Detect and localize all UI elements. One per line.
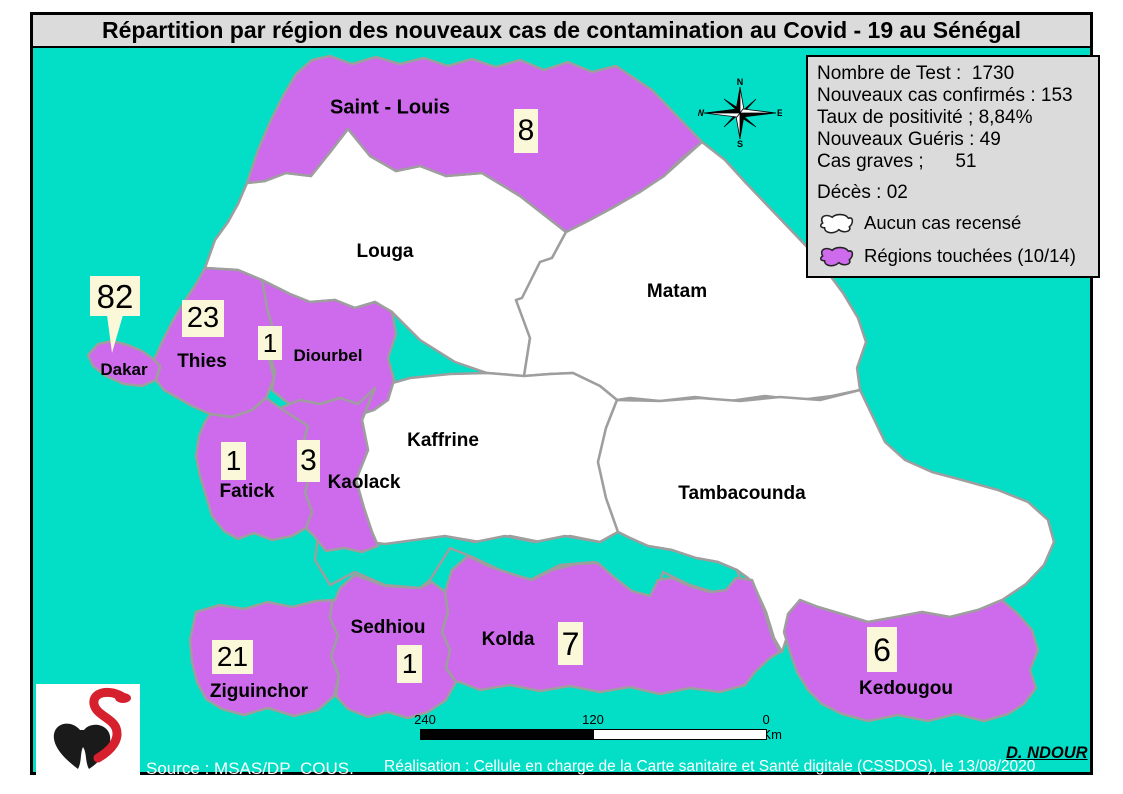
region-label-kolda: Kolda	[481, 629, 535, 650]
legend-touched-label: Régions touchées (10/14)	[864, 244, 1076, 266]
region-shape-sedhiou	[328, 573, 458, 720]
legend-no-case-label: Aucun cas recensé	[864, 211, 1022, 233]
realisation-text: Réalisation : Cellule en charge de la Ca…	[384, 758, 1036, 775]
region-label-kaolack: Kaolack	[327, 472, 401, 493]
compass-rose-icon: N S E W	[698, 78, 782, 148]
region-label-diourbel: Diourbel	[293, 346, 363, 365]
compass-east-label: E	[777, 108, 782, 118]
region-shape-kaolack	[278, 386, 380, 554]
region-shape-kedougou	[782, 598, 1040, 723]
title-bar: Répartition par région des nouveaux cas …	[33, 15, 1090, 48]
region-shape-diourbel	[260, 278, 398, 418]
touched-swatch-icon	[820, 246, 854, 266]
region-label-ziguinchor: Ziguinchor	[209, 681, 309, 702]
case-badge-diourbel: 1	[258, 326, 282, 360]
region-label-matam: Matam	[646, 281, 708, 302]
case-badge-thies: 23	[182, 300, 224, 337]
logo-box	[36, 684, 140, 776]
case-badge-sedhiou: 1	[397, 645, 422, 683]
region-label-saint-louis: Saint - Louis	[330, 96, 450, 119]
region-shape-saint-louis	[245, 54, 704, 234]
region-label-sedhiou: Sedhiou	[350, 617, 426, 638]
legend-touched: Régions touchées (10/14)	[817, 241, 1098, 270]
stats-panel: Nombre de Test : 1730 Nouveaux cas confi…	[806, 55, 1100, 278]
case-badge-kedougou: 6	[867, 627, 897, 672]
case-badge-kolda: 7	[558, 622, 583, 665]
page-title: Répartition par région des nouveaux cas …	[102, 17, 1021, 43]
compass-west-label: W	[698, 108, 705, 118]
scale-bar-right-segment	[593, 729, 767, 740]
scale-120-label: 120	[582, 712, 604, 727]
region-label-louga: Louga	[356, 241, 414, 262]
author-signature: D. NDOUR	[1006, 744, 1088, 762]
stat-deaths: Décès : 02	[817, 182, 908, 203]
region-label-tambacounda: Tambacounda	[678, 483, 806, 504]
case-badge-fatick: 1	[221, 442, 246, 480]
region-shape-kolda	[440, 554, 782, 696]
health-ministry-logo-icon	[53, 687, 131, 769]
region-shape-fatick	[194, 396, 314, 542]
stat-tests: Nombre de Test : 1730	[817, 63, 1015, 84]
dakar-callout-tail	[107, 315, 123, 353]
scale-bar: 240 120 0 Km	[400, 712, 800, 744]
compass-south-label: S	[737, 139, 743, 148]
stat-positivity: Taux de positivité ; 8,84%	[817, 107, 1033, 128]
case-badge-ziguinchor: 21	[212, 640, 253, 674]
stat-new-cases: Nouveaux cas confirmés : 153	[817, 85, 1073, 106]
source-text: Source : MSAS/DP_COUS.	[146, 759, 354, 778]
region-label-thies: Thies	[177, 351, 227, 372]
case-badge-kaolack: 3	[297, 440, 320, 482]
region-shape-kaffrine	[354, 371, 620, 548]
scale-0km-label: 0 Km	[762, 712, 783, 742]
case-badge-saint-louis: 8	[514, 109, 538, 153]
region-shape-thies	[152, 266, 276, 419]
scale-240-label: 240	[414, 712, 436, 727]
region-label-kedougou: Kedougou	[859, 678, 953, 699]
region-label-dakar: Dakar	[100, 360, 148, 379]
region-label-fatick: Fatick	[219, 481, 275, 502]
stat-recovered: Nouveaux Guéris : 49	[817, 129, 1001, 150]
compass-north-label: N	[737, 78, 744, 87]
legend-no-case: Aucun cas recensé	[817, 208, 1098, 237]
case-badge-dakar: 82	[90, 276, 140, 316]
stat-severe: Cas graves ; 51	[817, 151, 977, 172]
region-label-kaffrine: Kaffrine	[407, 430, 479, 451]
no-case-swatch-icon	[820, 213, 854, 233]
scale-bar-left-segment	[420, 729, 593, 740]
